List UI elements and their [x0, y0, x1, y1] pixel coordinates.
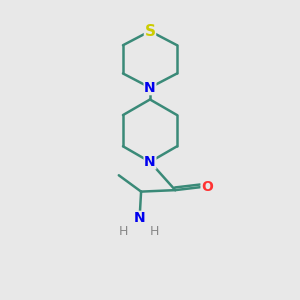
Text: H: H [150, 225, 159, 238]
Text: N: N [134, 212, 146, 225]
Text: H: H [118, 225, 128, 238]
Text: O: O [201, 180, 213, 194]
Text: S: S [145, 24, 155, 39]
Text: N: N [144, 81, 156, 94]
Text: N: N [144, 155, 156, 169]
